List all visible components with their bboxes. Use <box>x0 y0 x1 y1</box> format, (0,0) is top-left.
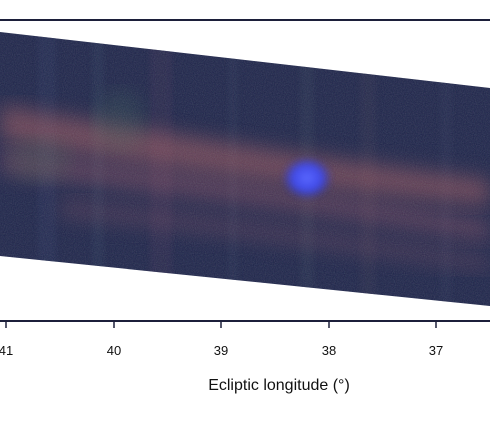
x-tick-label: 39 <box>214 343 228 358</box>
x-axis-title: Ecliptic longitude (°) <box>208 377 350 394</box>
x-tick-label: 41 <box>0 343 13 358</box>
sky-image-strip <box>0 32 490 306</box>
x-tick-label: 38 <box>322 343 336 358</box>
blue-point-source <box>281 156 333 200</box>
x-tick-label: 37 <box>429 343 443 358</box>
x-axis-ticks <box>5 321 437 328</box>
x-tick-label: 40 <box>107 343 121 358</box>
